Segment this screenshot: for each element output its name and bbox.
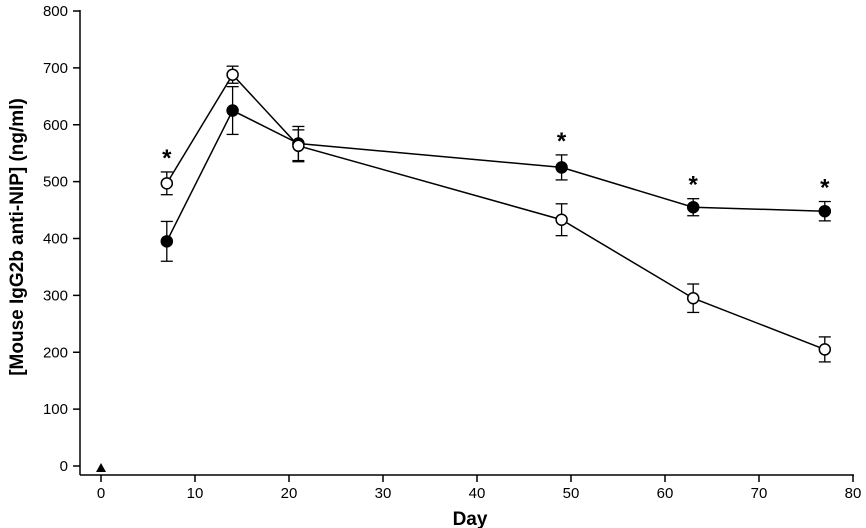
significance-asterisk: *: [689, 172, 699, 199]
data-point: [292, 139, 305, 153]
day0-triangle-marker: [96, 463, 106, 472]
y-tick-label: 400: [43, 231, 68, 248]
data-point: [686, 291, 700, 305]
data-point: [160, 235, 174, 248]
x-tick-label: 20: [281, 485, 298, 502]
x-axis-title: Day: [453, 509, 488, 528]
x-tick-label: 40: [469, 485, 486, 502]
y-tick-label: 600: [43, 117, 68, 134]
data-point: [226, 68, 239, 81]
series-2: [160, 65, 832, 363]
y-axis-title: [Mouse IgG2b anti-NIP] (ng/ml): [7, 98, 28, 376]
significance-asterisk: *: [162, 145, 172, 172]
x-tick-label: 0: [97, 485, 105, 502]
series-line: [166, 73, 826, 351]
significance-asterisk: *: [820, 175, 830, 202]
data-point: [818, 204, 832, 218]
x-tick-label: 70: [751, 485, 768, 502]
y-tick-label: 500: [43, 174, 68, 191]
series-1: [160, 85, 832, 262]
x-tick-label: 60: [657, 485, 674, 502]
data-point: [555, 213, 568, 226]
y-tick-label: 700: [43, 60, 68, 77]
y-tick-label: 200: [43, 344, 68, 361]
data-point: [160, 177, 174, 190]
data-point: [818, 343, 832, 356]
x-tick-label: 80: [845, 485, 862, 502]
series-line: [166, 109, 825, 242]
y-tick-label: 300: [43, 287, 68, 304]
x-tick-label: 30: [375, 485, 392, 502]
y-tick-label: 100: [43, 401, 68, 418]
significance-asterisk: *: [557, 128, 567, 155]
data-point: [555, 161, 568, 174]
axes: 0 100 200 300 400 500 600 700 800 0 10 20 30 40 50 60 70…: [43, 3, 861, 502]
y-tick-label: 0: [60, 458, 68, 475]
annotation-layer: * * * *: [162, 128, 830, 202]
data-point: [226, 104, 239, 117]
x-tick-label: 10: [187, 485, 204, 502]
data-point: [686, 200, 700, 214]
series-layer: [160, 65, 832, 363]
y-tick-label: 800: [43, 3, 68, 20]
x-tick-label: 50: [563, 485, 580, 502]
